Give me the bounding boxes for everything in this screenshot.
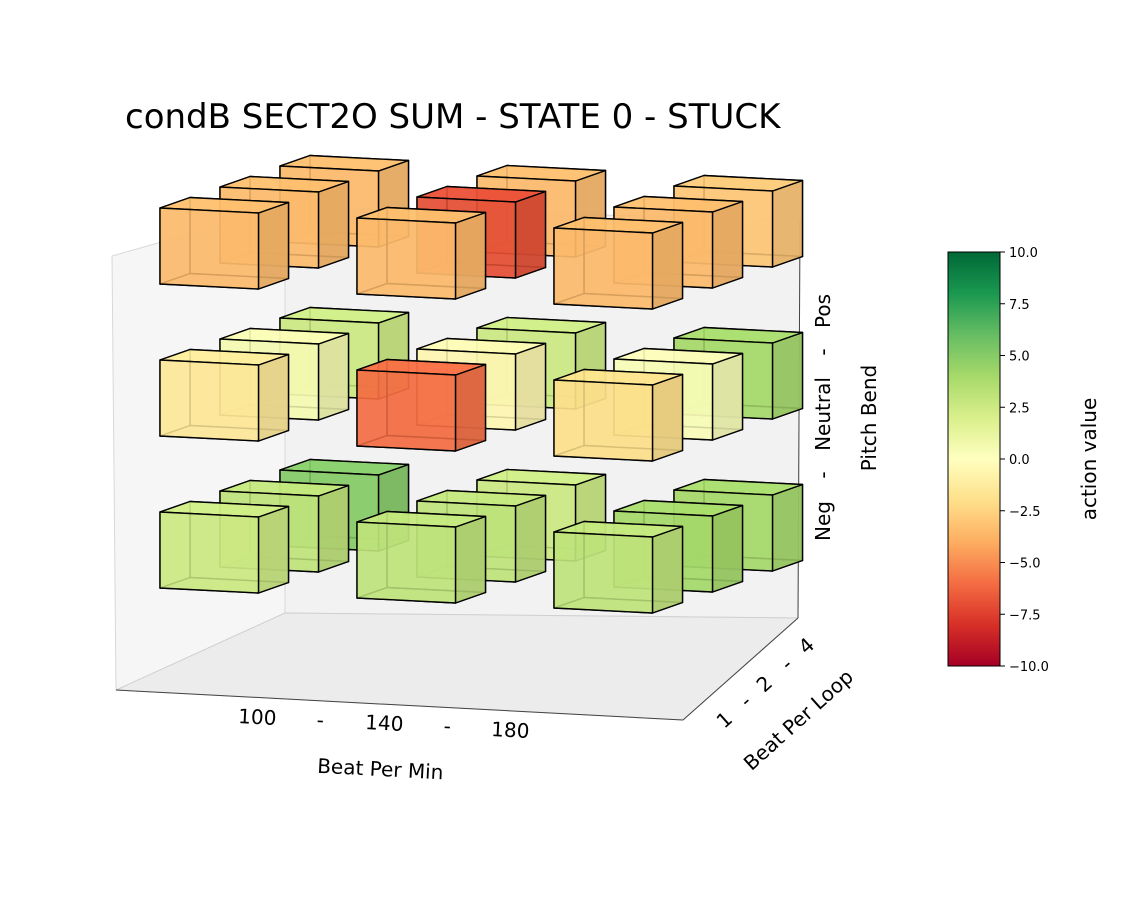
z-tick-0: Neg — [811, 501, 835, 541]
right-face — [454, 363, 487, 452]
front-face — [553, 379, 654, 462]
right-face — [651, 525, 684, 614]
right-face — [651, 373, 684, 462]
front-face — [356, 369, 457, 452]
z-axis-label: Pitch Bend — [857, 365, 881, 471]
colorbar-tick-label: 0.0 — [1009, 453, 1030, 468]
z-tick-4: Pos — [811, 294, 835, 328]
cube-140-1-neg — [356, 510, 487, 604]
front-face — [356, 217, 457, 300]
right-face — [711, 504, 744, 593]
x-tick-4: 180 — [491, 717, 530, 743]
y-tick-3: - — [776, 652, 797, 675]
y-tick-4: 4 — [794, 633, 820, 659]
colorbar-ticks: 10.0 7.5 5.0 2.5 0.0 −2.5 −5.0 −7.5 −10.0 — [1000, 246, 1049, 675]
colorbar-gradient — [947, 251, 1001, 667]
colorbar: 10.0 7.5 5.0 2.5 0.0 −2.5 −5.0 −7.5 −10.0 action… — [947, 246, 1101, 675]
z-tick-3: - — [811, 348, 835, 355]
cube-100-1-pos — [159, 196, 290, 290]
front-face — [159, 511, 260, 594]
right-face — [514, 494, 547, 583]
side-edge — [682, 617, 799, 721]
right-face — [257, 201, 290, 290]
right-face — [711, 352, 744, 441]
right-face — [257, 353, 290, 442]
right-face — [651, 221, 684, 310]
right-face — [711, 200, 744, 289]
z-tick-1: - — [811, 471, 835, 478]
front-face — [553, 531, 654, 614]
cube-180-1-neg — [553, 520, 684, 614]
x-axis: 100 - 140 - 180 Beat Per Min — [238, 704, 530, 784]
front-face — [356, 521, 457, 604]
x-axis-label: Beat Per Min — [317, 754, 444, 785]
right-face — [454, 515, 487, 604]
front-edge — [115, 689, 684, 721]
colorbar-tick-label: 2.5 — [1009, 401, 1030, 416]
cube-140-1-neutral — [356, 358, 487, 452]
right-face — [514, 342, 547, 431]
front-face — [159, 359, 260, 442]
right-face — [771, 483, 804, 572]
colorbar-tick-label: −2.5 — [1009, 505, 1041, 520]
right-face — [317, 180, 350, 269]
cube-140-1-pos — [356, 206, 487, 300]
colorbar-tick-label: 10.0 — [1009, 246, 1038, 261]
right-face — [514, 190, 547, 279]
right-face — [454, 211, 487, 300]
x-tick-0: 100 — [238, 704, 277, 730]
colorbar-tick-label: −7.5 — [1009, 608, 1041, 623]
y-tick-0: 1 — [712, 707, 738, 733]
right-face — [317, 484, 350, 573]
chart-title: condB SECT2O SUM - STATE 0 - STUCK — [125, 97, 782, 137]
cube-layer — [159, 154, 804, 614]
z-axis: Neg - Neutral - Pos Pitch Bend — [811, 294, 881, 541]
colorbar-label: action value — [1077, 398, 1101, 521]
cube-100-1-neg — [159, 500, 290, 594]
y-tick-1: - — [735, 689, 756, 712]
cube-100-1-neutral — [159, 348, 290, 442]
x-tick-3: - — [443, 714, 451, 738]
front-face — [159, 207, 260, 290]
colorbar-tick-label: 7.5 — [1009, 298, 1030, 313]
x-tick-2: 140 — [365, 710, 404, 736]
front-face — [553, 227, 654, 310]
y-tick-2: 2 — [752, 671, 778, 697]
cube-180-1-neutral — [553, 368, 684, 462]
cube-180-1-pos — [553, 216, 684, 310]
right-face — [257, 505, 290, 594]
z-tick-2: Neutral — [811, 377, 835, 451]
right-face — [771, 179, 804, 268]
right-face — [771, 331, 804, 420]
colorbar-tick-label: −10.0 — [1009, 660, 1049, 675]
colorbar-tick-label: 5.0 — [1009, 350, 1030, 365]
cube-100-2-neutral — [219, 327, 350, 421]
colorbar-tick-label: −5.0 — [1009, 557, 1041, 572]
right-face — [317, 332, 350, 421]
x-tick-1: - — [316, 708, 324, 732]
